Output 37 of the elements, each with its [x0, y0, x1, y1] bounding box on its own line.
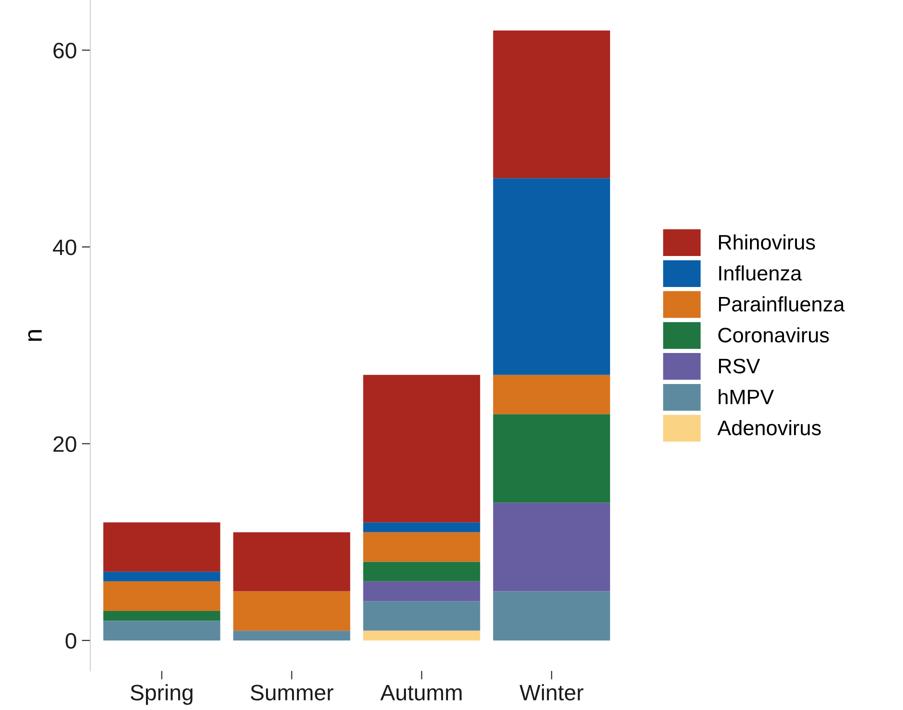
y-axis-title: n [28, 330, 42, 341]
y-tick-label: 40 [52, 239, 76, 256]
bar [493, 591, 610, 640]
bar [233, 630, 350, 640]
legend-label: Influenza [719, 265, 802, 281]
bar [363, 522, 480, 532]
bar [103, 581, 220, 611]
bar [493, 374, 610, 414]
x-tick-label: Summer [250, 684, 334, 700]
bar [233, 591, 350, 631]
y-tick-label: 20 [54, 436, 76, 452]
legend-label: Coronavirus [718, 327, 829, 343]
bar [103, 620, 220, 640]
legend-label: hMPV [718, 389, 774, 404]
bar [363, 562, 480, 582]
bar [103, 610, 220, 621]
legend-label: RSV [719, 358, 760, 374]
bar [493, 30, 610, 178]
legend-label: Parainfluenza [719, 296, 845, 312]
legend-label: Adenovirus [717, 420, 821, 436]
x-tick-label: Autumm [380, 684, 462, 700]
y-tick-label: 60 [54, 42, 76, 58]
bar [363, 374, 480, 522]
bar [363, 601, 480, 631]
bar [363, 630, 480, 640]
x-tick-label: Spring [130, 684, 192, 705]
bar [493, 178, 610, 375]
bar [493, 502, 610, 592]
bar [493, 414, 610, 503]
bar [233, 532, 350, 592]
bar [363, 532, 480, 562]
x-tick-label: Winter [520, 684, 584, 700]
y-tick-label: 0 [66, 632, 76, 649]
bar [363, 581, 480, 602]
bar [103, 572, 220, 582]
bar [103, 522, 220, 572]
legend-label: Rhinovirus [719, 234, 815, 250]
